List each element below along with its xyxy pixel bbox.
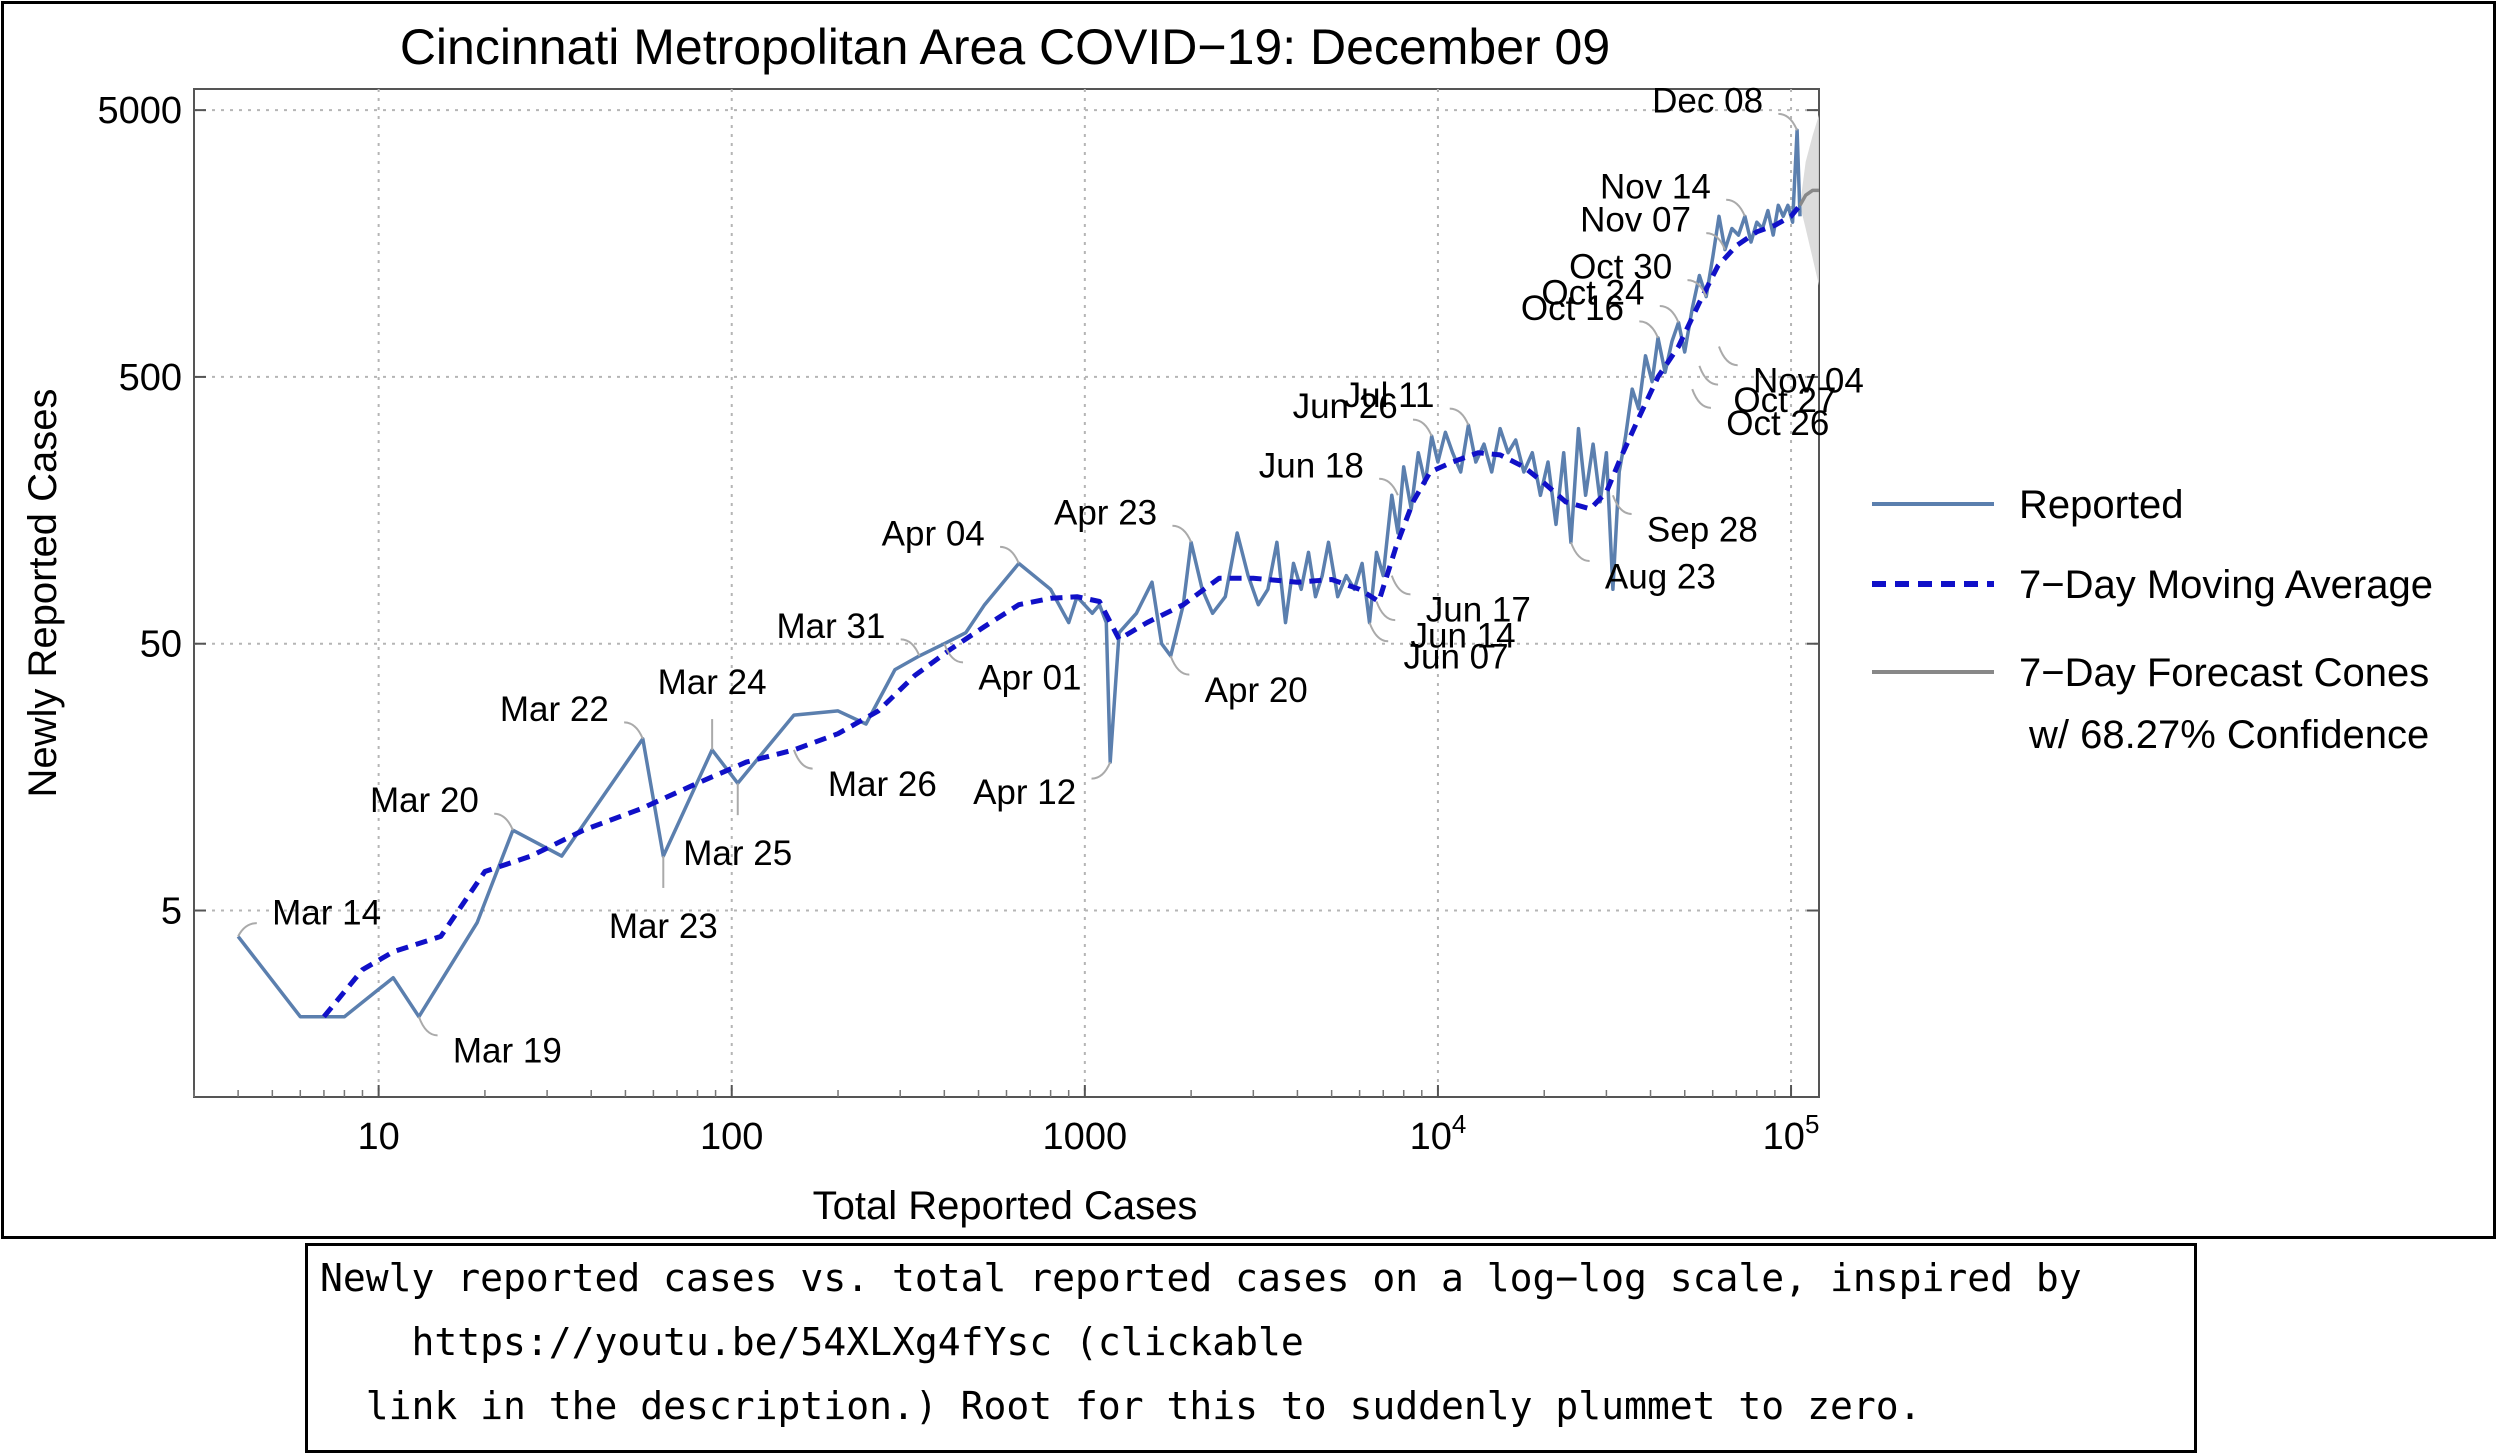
annotation-leader [1659, 304, 1680, 323]
annotation-leader [1449, 407, 1470, 426]
annotation-label: Apr 01 [978, 659, 1081, 698]
x-tick-exponent: 5 [1805, 1109, 1819, 1139]
annotation-leader [1687, 279, 1708, 297]
annotation-label: Apr 12 [973, 773, 1076, 812]
annotation-label: Mar 22 [500, 690, 609, 729]
annotation-leader [1172, 524, 1193, 543]
annotation-leader [1412, 418, 1433, 437]
x-tick-exponent: 4 [1452, 1109, 1466, 1139]
annotation-label: Jun 14 [1411, 616, 1516, 655]
annotation-leader [1375, 601, 1396, 622]
caption-line-3: link in the description.) Root for this … [320, 1384, 1922, 1428]
chart-frame: Cincinnati Metropolitan Area COVID−19: D… [1, 1, 2496, 1239]
x-tick-label: 104 [1410, 1109, 1467, 1158]
annotation-leader [943, 643, 964, 664]
annotation-label: Mar 23 [609, 907, 718, 946]
annotation-label: Oct 30 [1569, 248, 1672, 287]
x-axis-label: Total Reported Cases [813, 1184, 1198, 1228]
annotation-label: Apr 23 [1054, 493, 1157, 532]
series-layer [236, 128, 1819, 1019]
annotation-leader [624, 721, 644, 740]
legend-label: Reported [2019, 483, 2184, 527]
annotation-leader [1778, 112, 1798, 131]
annotation-leader [417, 1016, 438, 1037]
annotation-label: Dec 08 [1652, 81, 1763, 120]
legend-label-line2: w/ 68.27% Confidence [2028, 713, 2429, 757]
annotation-label: Mar 20 [370, 781, 479, 820]
annotation-leader [1390, 575, 1411, 596]
annotation-label: Mar 25 [683, 834, 792, 873]
annotation-leader [1091, 761, 1112, 780]
annotation-leader [792, 749, 813, 770]
legend-label: 7−Day Forecast Cones [2019, 651, 2429, 695]
chart: Cincinnati Metropolitan Area COVID−19: D… [21, 19, 2433, 1228]
annotation-leader [1368, 622, 1389, 643]
annotation-label: Oct 16 [1521, 289, 1624, 328]
plot-area [193, 88, 1820, 1098]
x-tick-label: 105 [1763, 1109, 1820, 1158]
annotation-label: Apr 20 [1205, 671, 1308, 710]
reported-series-line [236, 128, 1802, 1019]
annotation-leader [1639, 320, 1659, 339]
annotation-leader [1611, 494, 1632, 515]
annotation-label: Apr 04 [882, 514, 985, 553]
y-tick-label: 500 [119, 357, 182, 399]
annotation-label: Mar 24 [658, 663, 767, 702]
annotation-label: Jul 11 [1344, 376, 1435, 415]
annotation-label: Mar 14 [272, 893, 381, 932]
annotation-label: Jun 18 [1259, 446, 1364, 485]
annotation-leader [1718, 346, 1738, 367]
legend: Reported 7−Day Moving Average 7−Day Foreca… [1872, 483, 2433, 757]
annotation-label: Nov 04 [1753, 362, 1864, 401]
x-tick-label: 10 [357, 1116, 399, 1158]
annotation-label: Mar 31 [776, 607, 885, 646]
annotation-label: Mar 26 [828, 765, 937, 804]
annotation-label: Sep 28 [1647, 510, 1758, 549]
annotation-label: Jun 17 [1426, 591, 1531, 630]
annotation-leader [237, 922, 257, 937]
x-tick-label: 100 [700, 1116, 763, 1158]
caption-box: Newly reported cases vs. total reported … [305, 1243, 2197, 1453]
annotation-label: Jun 07 [1403, 638, 1508, 677]
y-axis-label: Newly Reported Cases [21, 388, 65, 797]
annotation-leader [1379, 477, 1399, 496]
legend-label: 7−Day Moving Average [2019, 563, 2433, 607]
annotation-label: Mar 19 [453, 1032, 562, 1071]
annotation-leader [494, 812, 514, 831]
annotation-leader [900, 638, 921, 657]
x-tick-label: 1000 [1043, 1116, 1128, 1158]
annotation-leader [1569, 541, 1590, 562]
chart-title: Cincinnati Metropolitan Area COVID−19: D… [400, 19, 1610, 75]
caption-line-1: Newly reported cases vs. total reported … [320, 1256, 2082, 1300]
moving-average-line [321, 203, 1802, 1019]
annotation-label: Jun 26 [1293, 387, 1398, 426]
annotation-leader [1698, 365, 1719, 386]
caption-line-2: https://youtu.be/54XLXg4fYsc (clickable [320, 1320, 1304, 1364]
forecast-line [1798, 188, 1819, 207]
forecast-band-layer [1799, 114, 1819, 286]
y-tick-label: 5 [161, 891, 182, 933]
annotation-leader [1726, 198, 1746, 217]
annotation-leader [1169, 655, 1190, 676]
forecast-cone [1799, 114, 1819, 286]
annotation-label: Oct 24 [1541, 273, 1644, 312]
annotation-leader [1691, 388, 1712, 409]
annotation-label: Nov 07 [1580, 201, 1691, 240]
grid [193, 89, 1819, 1097]
annotation-label: Aug 23 [1605, 557, 1716, 596]
annotation-label: Nov 14 [1600, 167, 1711, 206]
y-tick-label: 50 [140, 624, 182, 666]
y-tick-label: 5000 [97, 90, 182, 132]
annotation-label: Oct 27 [1733, 381, 1836, 420]
annotation-label: Oct 26 [1726, 404, 1829, 443]
annotation-leader [1706, 232, 1726, 251]
annotation-leader [1000, 545, 1020, 564]
